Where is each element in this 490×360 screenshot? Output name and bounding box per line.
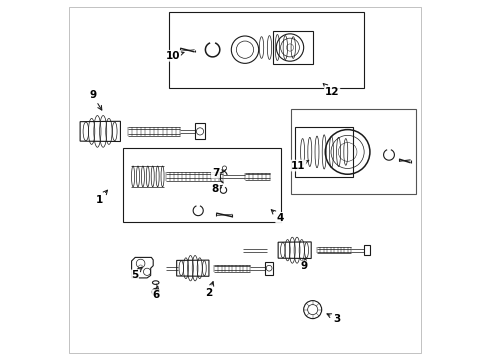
Text: 6: 6 bbox=[152, 286, 160, 300]
Text: 9: 9 bbox=[89, 90, 102, 110]
Bar bbox=[364, 245, 370, 255]
Bar bbox=[273, 31, 313, 64]
Text: 11: 11 bbox=[291, 160, 309, 171]
Polygon shape bbox=[132, 257, 153, 278]
Bar bbox=[295, 127, 353, 177]
Text: 7: 7 bbox=[212, 168, 221, 178]
Text: 2: 2 bbox=[205, 282, 214, 298]
Text: 3: 3 bbox=[327, 314, 341, 324]
Bar bbox=[265, 262, 273, 275]
Text: 10: 10 bbox=[166, 51, 184, 61]
Text: 5: 5 bbox=[131, 267, 142, 280]
Text: 9: 9 bbox=[301, 258, 308, 271]
Bar bbox=[195, 123, 205, 139]
Ellipse shape bbox=[152, 281, 159, 284]
Text: 12: 12 bbox=[323, 84, 340, 97]
Text: 8: 8 bbox=[212, 184, 222, 194]
Text: 4: 4 bbox=[271, 210, 284, 223]
Text: 1: 1 bbox=[96, 190, 107, 205]
Polygon shape bbox=[291, 109, 416, 194]
Polygon shape bbox=[170, 12, 364, 88]
Polygon shape bbox=[123, 148, 281, 222]
